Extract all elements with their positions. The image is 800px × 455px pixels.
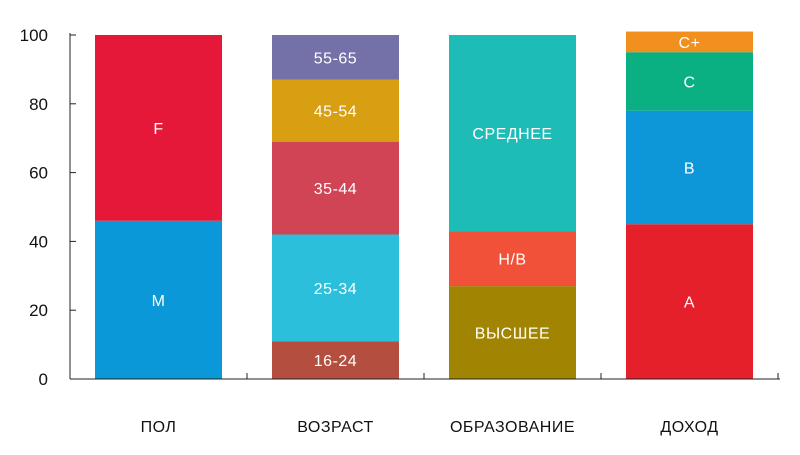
bar-segment-2-25-34: [272, 234, 399, 342]
segment-label-2-35-44: 35-44: [314, 181, 357, 198]
bar-segment-3-высшее: [449, 286, 576, 379]
segment-label-4-b: B: [684, 160, 695, 177]
segment-label-3-высшее: ВЫСШЕЕ: [475, 326, 550, 343]
bar-segment-4-c: [626, 52, 753, 111]
segment-label-1-m: M: [152, 293, 166, 310]
y-tick-label-100: 100: [20, 26, 48, 45]
y-tick-label-0: 0: [39, 370, 48, 389]
segment-label-4-c-plus: C+: [679, 35, 701, 52]
bar-segment-3-среднее: [449, 35, 576, 232]
bar-segment-4-a: [626, 224, 753, 379]
bar-segment-2-55-65: [272, 35, 399, 80]
segment-label-3-н-в: Н/В: [498, 252, 526, 269]
bar-group-1: [95, 35, 222, 379]
category-label-4: ДОХОД: [660, 419, 718, 436]
segment-label-3-среднее: СРЕДНЕЕ: [472, 126, 552, 143]
bar-segment-2-35-44: [272, 141, 399, 235]
bar-group-2: [272, 35, 399, 379]
bar-segment-1-f: [95, 35, 222, 221]
bar-segment-3-н-в: [449, 231, 576, 287]
y-tick-label-40: 40: [29, 232, 48, 251]
y-tick-label-20: 20: [29, 301, 48, 320]
bar-segment-4-b: [626, 110, 753, 225]
bars-layer: [95, 31, 753, 379]
bar-group-4: [626, 31, 753, 379]
y-tick-label-80: 80: [29, 95, 48, 114]
axis-layer: [69, 33, 780, 380]
bar-group-3: [449, 35, 576, 379]
bar-segment-2-45-54: [272, 79, 399, 142]
segment-label-2-16-24: 16-24: [314, 353, 357, 370]
segment-label-2-45-54: 45-54: [314, 104, 357, 121]
segment-label-4-a: A: [684, 295, 695, 312]
category-label-2: ВОЗРАСТ: [297, 419, 373, 436]
segment-label-4-c: C: [683, 74, 695, 91]
segment-label-2-25-34: 25-34: [314, 281, 357, 298]
bar-segment-4-c-plus: [626, 31, 753, 53]
bar-segment-2-16-24: [272, 341, 399, 379]
bar-segment-1-m: [95, 220, 222, 379]
segment-label-1-f: F: [153, 121, 163, 138]
segment-label-2-55-65: 55-65: [314, 50, 357, 67]
y-tick-label-60: 60: [29, 164, 48, 183]
category-label-1: ПОЛ: [141, 419, 177, 436]
labels-layer: M F ПОЛ 16-24 25-34 35-44 45-54 55-65 ВОЗРАСТ ВЫС…: [20, 26, 718, 436]
category-label-3: ОБРАЗОВАНИЕ: [450, 419, 575, 436]
